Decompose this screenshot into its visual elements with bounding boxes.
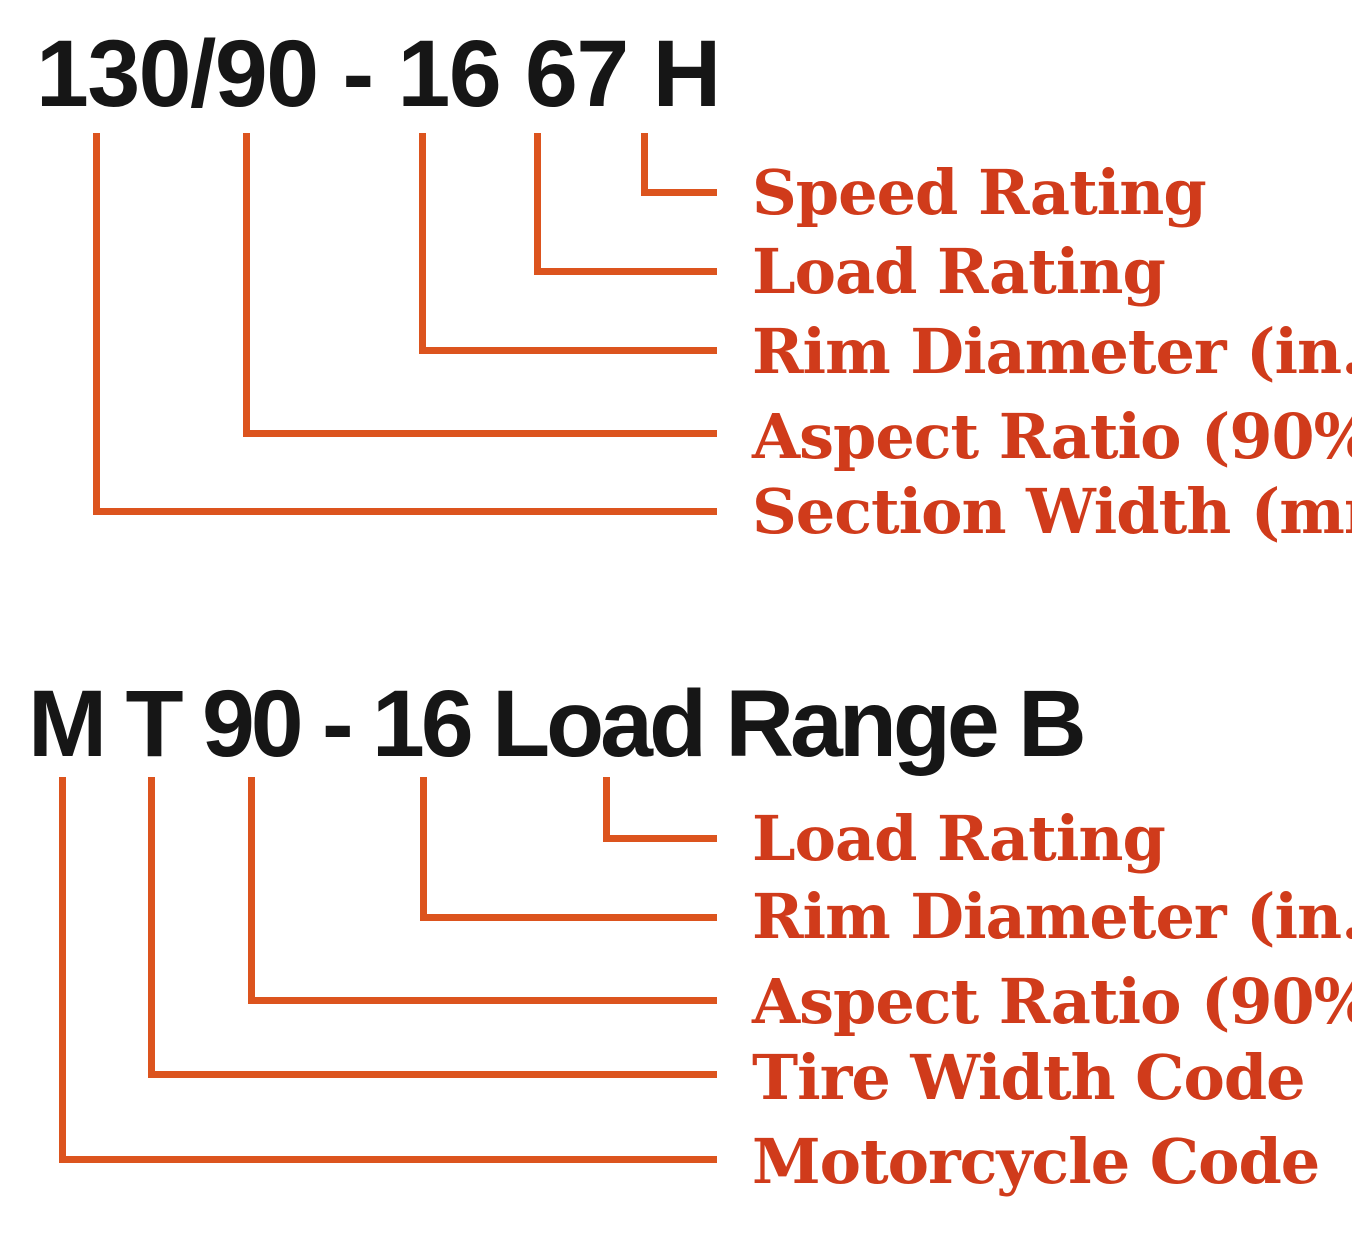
label-load-rating-2: Load Rating [752, 802, 1166, 875]
connector-aspect-ratio-2 [248, 777, 717, 1004]
connector-load-rating [534, 133, 717, 275]
label-rim-diameter-2: Rim Diameter (in.) [752, 880, 1352, 953]
connector-rim-diameter [419, 133, 717, 354]
connector-speed-rating [641, 133, 717, 196]
label-rim-diameter: Rim Diameter (in.) [752, 315, 1352, 388]
label-speed-rating: Speed Rating [752, 156, 1207, 229]
label-load-rating: Load Rating [752, 235, 1166, 308]
connector-tire-width-code [148, 777, 717, 1078]
connector-motorcycle-code [59, 777, 717, 1163]
label-aspect-ratio: Aspect Ratio (90%) [752, 400, 1352, 473]
label-tire-width-code: Tire Width Code [752, 1041, 1306, 1114]
connector-rim-diameter-2 [420, 777, 717, 921]
label-motorcycle-code: Motorcycle Code [752, 1125, 1320, 1198]
label-aspect-ratio-2: Aspect Ratio (90%) [752, 965, 1352, 1038]
connector-load-rating-2 [603, 777, 717, 842]
motorcycle-code-headline: M T 90 - 16 Load Range B [28, 671, 1087, 777]
connector-section-width [93, 133, 717, 515]
label-section-width: Section Width (mm) [752, 475, 1352, 548]
connector-aspect-ratio [243, 133, 717, 437]
metric-code-headline: 130/90 - 16 67 H [36, 21, 721, 127]
